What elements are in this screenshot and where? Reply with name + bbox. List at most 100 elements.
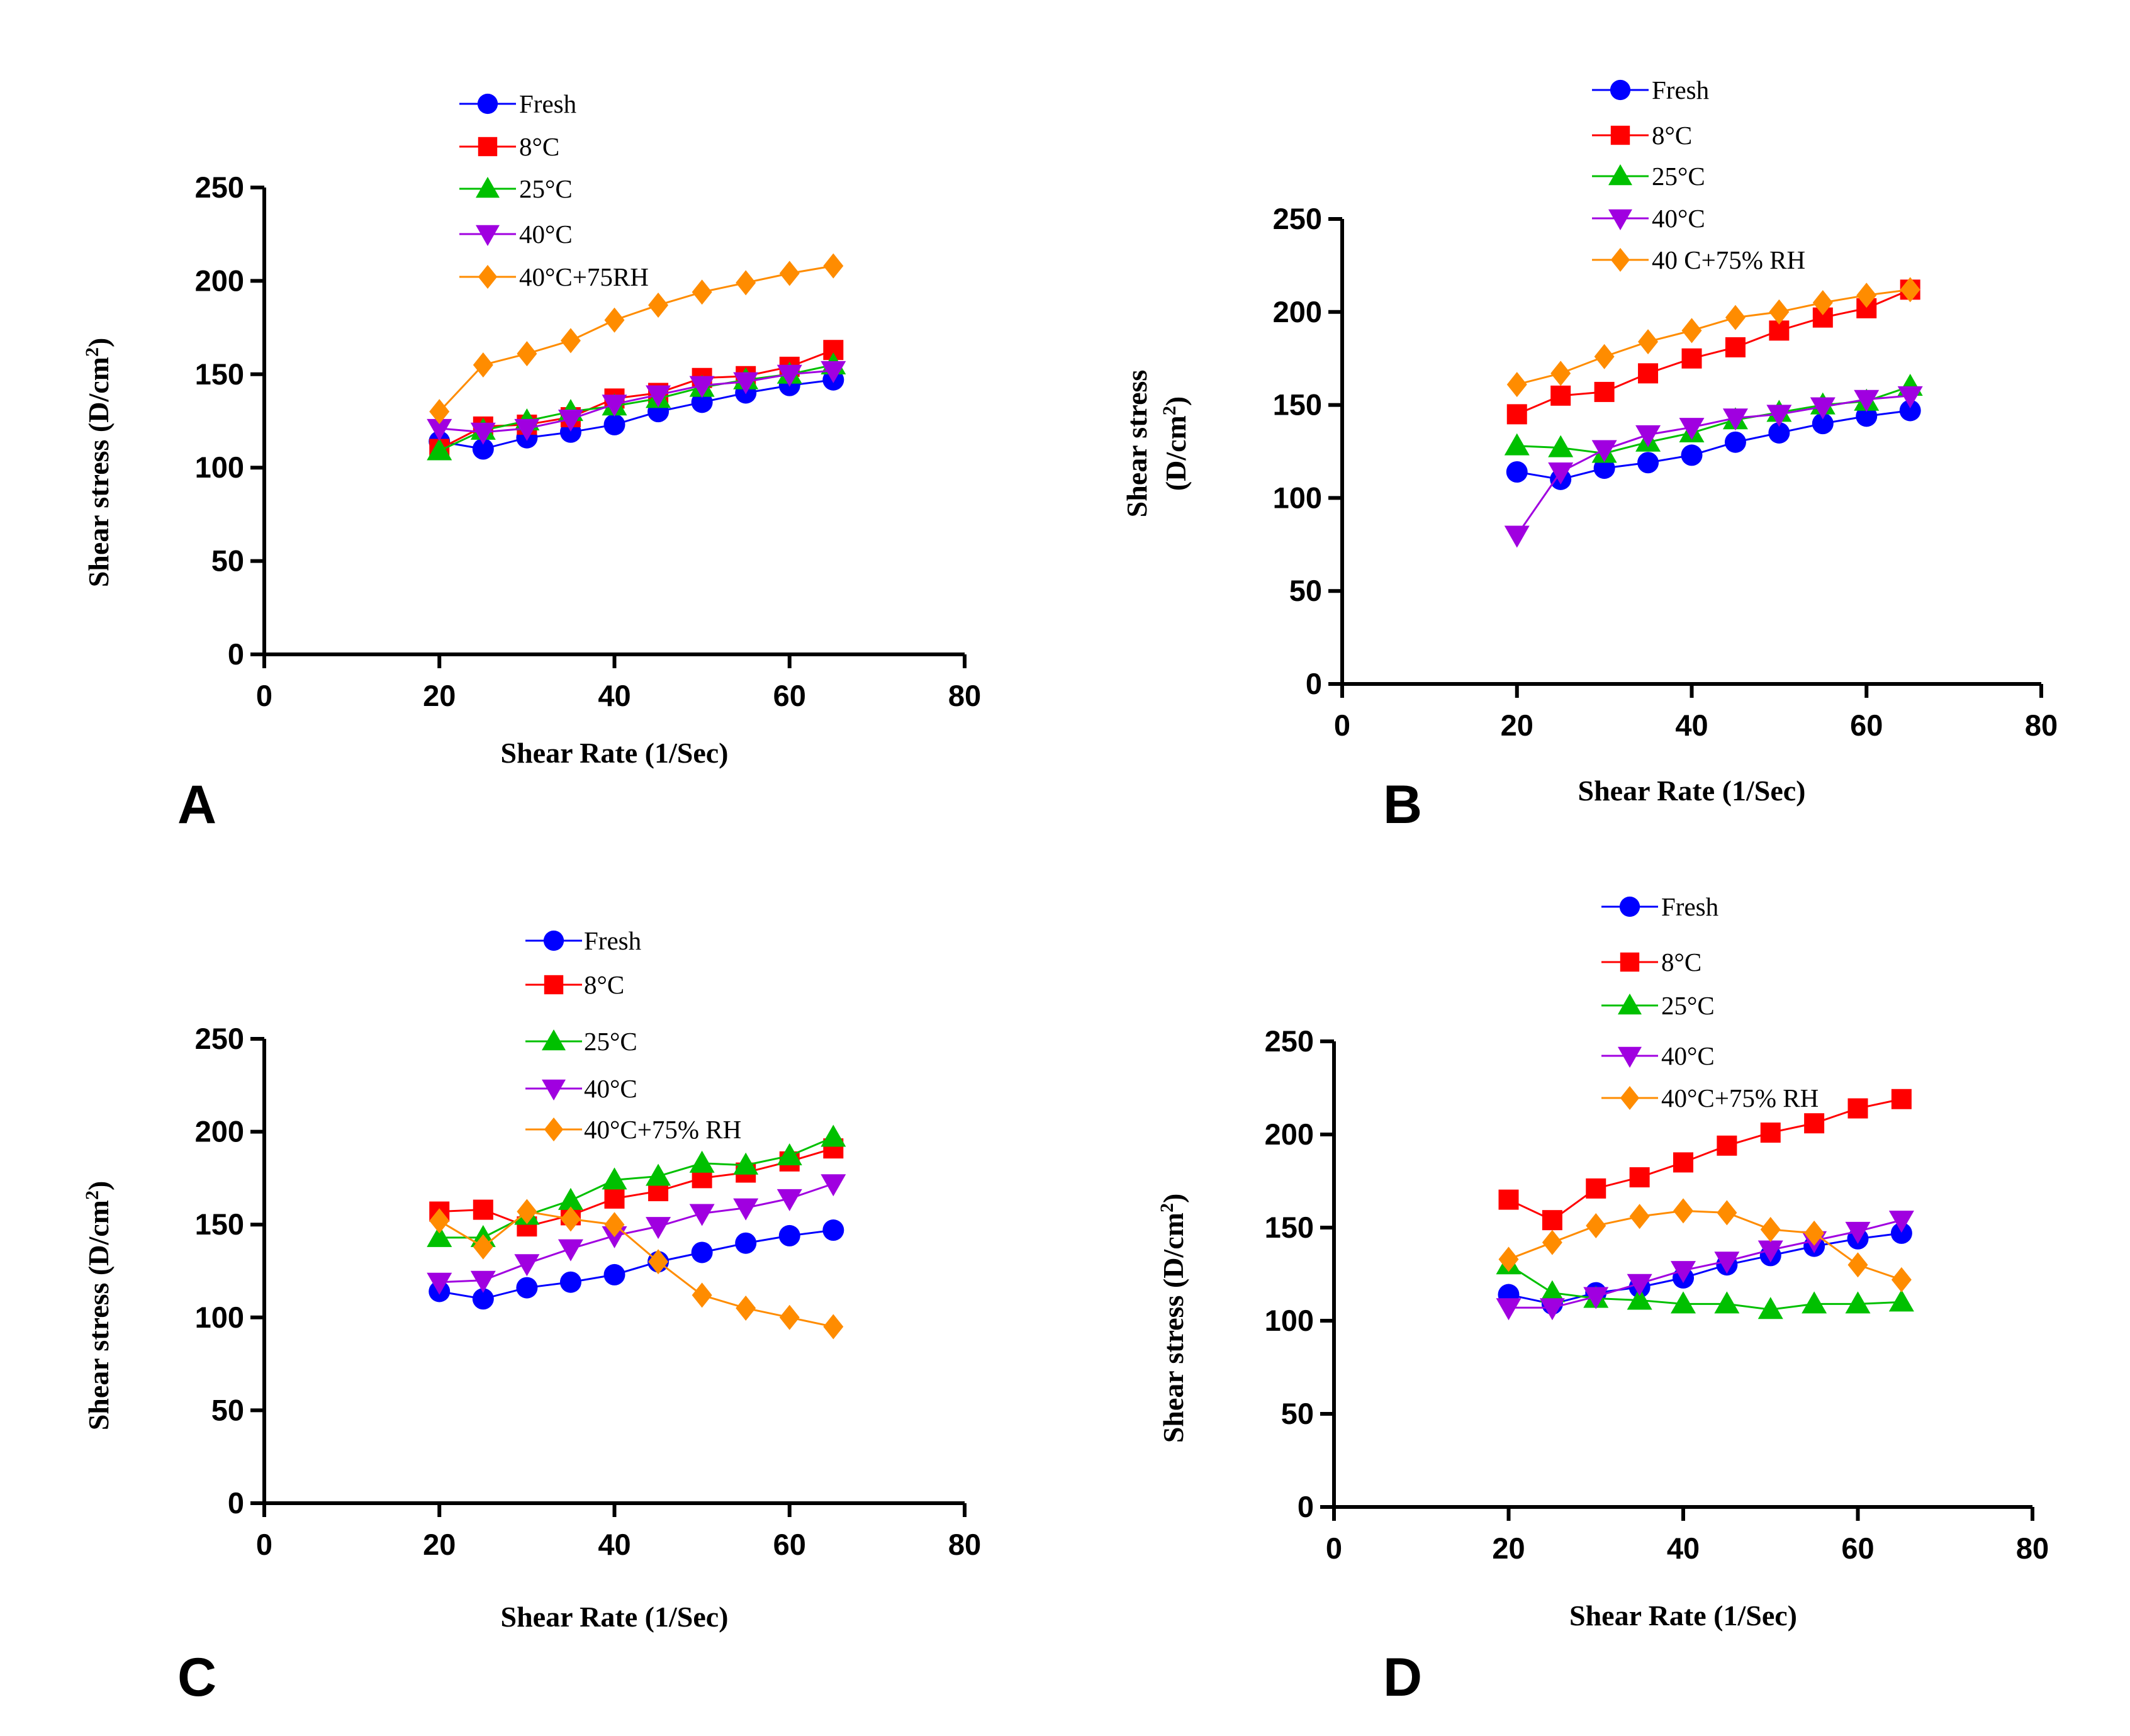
- panel-label: D: [1383, 1647, 1422, 1708]
- data-point: [1717, 1200, 1737, 1226]
- legend-label: 40°C: [1652, 204, 1705, 233]
- legend-label: 40°C: [519, 220, 573, 249]
- data-point: [692, 279, 712, 305]
- data-point: [1594, 381, 1615, 402]
- data-point: [823, 1314, 844, 1340]
- x-tick-label: 60: [773, 1528, 806, 1561]
- data-point: [1548, 435, 1574, 457]
- y-tick-label: 200: [1265, 1117, 1314, 1151]
- x-tick-label: 80: [2016, 1532, 2049, 1565]
- data-point: [1856, 283, 1877, 308]
- legend-label: 40 C+75% RH: [1652, 245, 1805, 274]
- legend-item: 8°C: [1601, 948, 1701, 977]
- series-line: [1508, 1209, 1902, 1281]
- series-line: [439, 265, 834, 413]
- y-tick-label: 250: [195, 171, 244, 204]
- data-point: [1769, 299, 1790, 325]
- series-40c: [1504, 386, 1923, 548]
- series-40c75rh: [1498, 1198, 1912, 1292]
- series-line: [1516, 288, 1910, 386]
- data-point: [1681, 348, 1702, 369]
- panel-label: C: [177, 1647, 216, 1708]
- series-line: [1508, 1232, 1902, 1305]
- data-point: [691, 391, 713, 413]
- series-line: [1516, 288, 1911, 415]
- y-tick-label: 250: [1265, 1024, 1314, 1058]
- data-point: [602, 1226, 627, 1248]
- y-axis-label: Shear stress (D/cm2): [82, 338, 115, 588]
- data-point: [558, 1239, 583, 1262]
- x-tick-label: 40: [598, 679, 631, 712]
- data-point: [648, 292, 669, 318]
- series-fresh: [1506, 400, 1921, 490]
- legend-marker: [544, 975, 564, 995]
- data-point: [1627, 1274, 1652, 1296]
- legend-label: 40°C+75% RH: [584, 1115, 741, 1144]
- series-8c: [429, 1138, 844, 1237]
- data-point: [1539, 1280, 1565, 1302]
- x-tick-label: 20: [423, 679, 456, 712]
- data-point: [1812, 413, 1834, 435]
- data-point: [1802, 1291, 1827, 1314]
- data-point: [603, 413, 625, 435]
- legend-marker: [544, 1117, 564, 1141]
- legend-marker: [1618, 994, 1642, 1015]
- data-point: [1804, 1113, 1825, 1134]
- data-point: [689, 1150, 715, 1173]
- data-point: [603, 1263, 625, 1285]
- data-point: [1550, 385, 1571, 406]
- legend-item: 25°C: [525, 1027, 637, 1056]
- series-line: [1508, 1098, 1902, 1221]
- data-point: [602, 1167, 627, 1190]
- y-tick-label: 50: [1281, 1397, 1314, 1430]
- series-line: [439, 1229, 834, 1300]
- data-point: [1671, 1291, 1696, 1314]
- data-point: [736, 270, 756, 296]
- x-tick-label: 0: [256, 679, 272, 712]
- series-25c: [1496, 1252, 1914, 1319]
- data-point: [1856, 405, 1878, 427]
- y-tick-label: 0: [1298, 1490, 1314, 1523]
- data-point: [1888, 1211, 1914, 1233]
- series-8c: [1506, 279, 1920, 425]
- series-40c75rh: [429, 253, 844, 425]
- data-point: [776, 364, 802, 387]
- legend-marker: [1610, 125, 1630, 145]
- data-point: [1766, 405, 1792, 427]
- data-point: [560, 1206, 581, 1232]
- data-point: [514, 418, 540, 441]
- data-point: [473, 1234, 493, 1260]
- legend-label: 8°C: [1652, 121, 1692, 150]
- x-tick-label: 60: [1850, 708, 1883, 742]
- data-point: [1681, 444, 1703, 466]
- x-tick-label: 60: [1841, 1532, 1874, 1565]
- data-point: [821, 1174, 846, 1197]
- legend-marker: [478, 265, 498, 289]
- legend-item: 40°C: [459, 220, 573, 249]
- data-point: [646, 1217, 671, 1240]
- legend: Fresh 8°C 25°C 40°C 40 C+75% RH: [1592, 76, 1805, 274]
- data-point: [473, 352, 493, 378]
- data-point: [1496, 1298, 1522, 1321]
- legend-marker: [476, 225, 500, 246]
- data-point: [1888, 1289, 1914, 1312]
- data-point: [1725, 305, 1746, 330]
- data-point: [821, 361, 846, 383]
- data-point: [427, 438, 452, 461]
- data-point: [1539, 1298, 1565, 1321]
- legend-label: 8°C: [584, 970, 624, 999]
- data-point: [1845, 1291, 1871, 1314]
- legend: Fresh 8°C 25°C 40°C 40°C+75% RH: [525, 926, 741, 1144]
- data-point: [1506, 404, 1527, 425]
- data-point: [427, 418, 452, 441]
- data-point: [1847, 1252, 1868, 1278]
- data-point: [1681, 318, 1702, 344]
- data-point: [1890, 1222, 1912, 1244]
- data-point: [1542, 1229, 1562, 1255]
- legend-item: 25°C: [1592, 162, 1705, 191]
- chart-panel-c: 0 50 100 150 200 250 0 20 40 60 80 Shear Rate (1/Se…: [82, 926, 982, 1708]
- legend-item: 8°C: [459, 132, 559, 161]
- data-point: [1629, 1204, 1650, 1229]
- x-axis-label: Shear Rate (1/Sec): [501, 737, 729, 769]
- data-point: [1506, 461, 1528, 483]
